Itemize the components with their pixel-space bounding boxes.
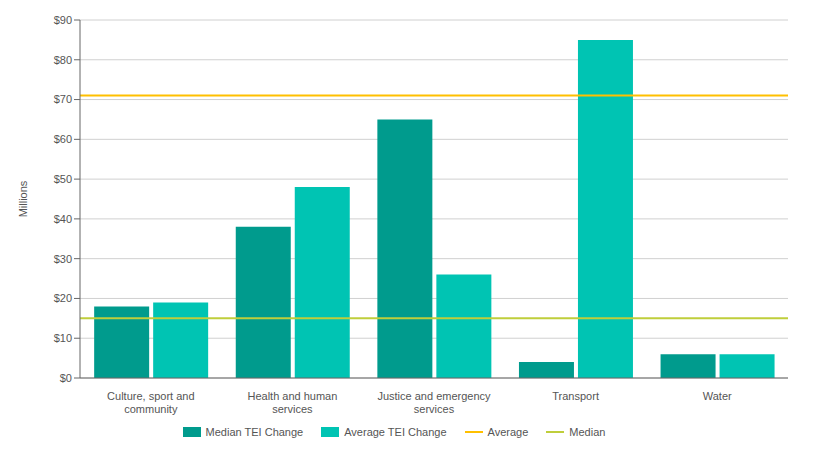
svg-text:$70: $70 — [54, 93, 72, 105]
svg-text:Health and humanservices: Health and humanservices — [247, 390, 337, 415]
svg-text:$10: $10 — [54, 332, 72, 344]
svg-text:Justice and emergencyservices: Justice and emergencyservices — [377, 390, 491, 415]
svg-text:$40: $40 — [54, 213, 72, 225]
svg-text:$30: $30 — [54, 253, 72, 265]
svg-text:$90: $90 — [54, 14, 72, 26]
html-text:Median TEI Change: Median TEI Change — [205, 426, 304, 438]
html-text:Median: Median — [569, 426, 606, 438]
svg-text:$0: $0 — [60, 372, 72, 384]
svg-text:$80: $80 — [54, 54, 72, 66]
html-text:Average: Average — [487, 426, 529, 438]
html-text:Average TEI Change: Average TEI Change — [344, 426, 447, 438]
svg-text:Transport: Transport — [552, 390, 599, 402]
svg-text:$20: $20 — [54, 292, 72, 304]
svg-text:$60: $60 — [54, 133, 72, 145]
svg-text:Water: Water — [703, 390, 732, 402]
svg-text:Culture, sport andcommunity: Culture, sport andcommunity — [107, 390, 194, 415]
svg-text:$50: $50 — [54, 173, 72, 185]
svg-text:Millions: Millions — [17, 180, 29, 217]
